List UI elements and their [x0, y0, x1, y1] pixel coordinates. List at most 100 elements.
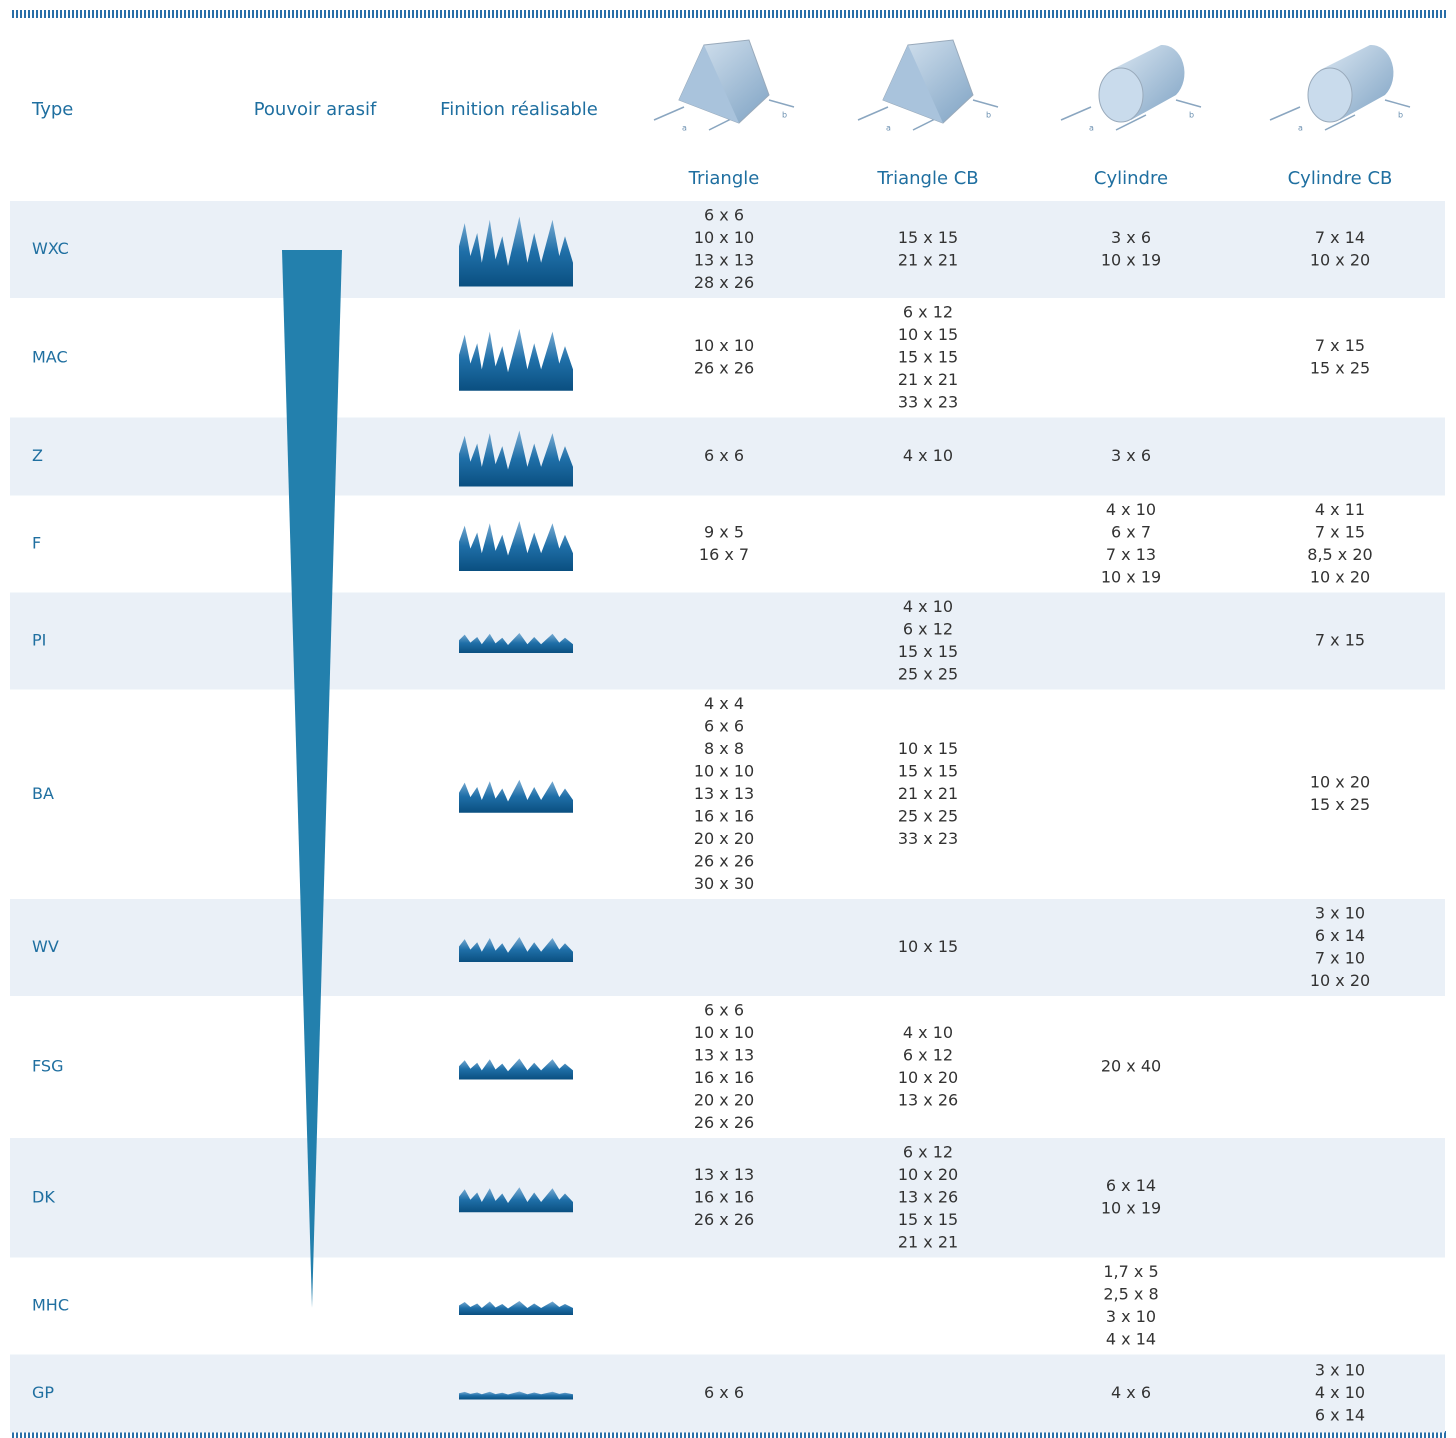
dimension-value: 1,7 x 5 — [1103, 1262, 1158, 1281]
row-type: F — [32, 534, 41, 553]
row-background — [10, 1354, 1445, 1433]
dimension-value: 4 x 10 — [903, 597, 953, 616]
surface-finish — [459, 1301, 573, 1315]
dimension-value: 26 x 26 — [694, 359, 754, 378]
cylinder-face — [1307, 67, 1353, 123]
dimension-value: 10 x 10 — [694, 228, 754, 247]
dim-label: b — [1189, 111, 1194, 120]
dimension-value: 4 x 10 — [903, 1023, 953, 1042]
dimension-value: 20 x 20 — [694, 829, 754, 848]
surface-finish — [459, 521, 573, 571]
dimension-value: 6 x 12 — [903, 1045, 953, 1064]
row-background — [10, 592, 1445, 690]
surface-finish — [459, 328, 573, 391]
dimension-value: 6 x 14 — [1315, 1406, 1365, 1425]
dimension-value: 15 x 25 — [1310, 359, 1370, 378]
shape-icon: ab — [857, 39, 999, 133]
dim-label: b — [986, 111, 991, 120]
dimension-value: 13 x 13 — [694, 1165, 754, 1184]
dimension-value: 16 x 16 — [694, 1068, 754, 1087]
axis-line — [1175, 99, 1202, 108]
dimension-value: 6 x 6 — [704, 1383, 744, 1402]
shape-icon: ab — [1060, 44, 1202, 133]
dimension-value: 13 x 13 — [694, 784, 754, 803]
dimension-value: 7 x 15 — [1315, 522, 1365, 541]
surface-finish — [459, 937, 573, 962]
dimension-value: 6 x 12 — [903, 619, 953, 638]
dim-label: a — [1089, 124, 1094, 133]
header-finition: Finition réalisable — [440, 99, 598, 120]
dimension-value: 10 x 20 — [1310, 971, 1370, 990]
bottom-border — [10, 1431, 1446, 1438]
dimension-value: 10 x 15 — [898, 937, 958, 956]
dimension-value: 4 x 14 — [1106, 1329, 1156, 1348]
dimension-value: 15 x 25 — [1310, 795, 1370, 814]
axis-line — [1324, 114, 1356, 131]
cylinder-face — [1098, 67, 1144, 123]
dimension-value: 3 x 6 — [1111, 446, 1151, 465]
dimension-value: 2,5 x 8 — [1103, 1284, 1158, 1303]
dimension-value: 4 x 11 — [1315, 500, 1365, 519]
abrasive-wedge — [282, 250, 342, 1308]
dimension-value: 15 x 15 — [898, 347, 958, 366]
top-border — [10, 10, 1446, 18]
dimension-value: 8,5 x 20 — [1307, 545, 1372, 564]
prism-face — [679, 45, 739, 123]
dimension-value: 26 x 26 — [694, 1210, 754, 1229]
dimension-value: 10 x 19 — [1101, 1199, 1161, 1218]
row-type: WXC — [32, 239, 69, 258]
axis-line — [1060, 106, 1092, 121]
surface-finish — [459, 1187, 573, 1213]
dimension-value: 20 x 20 — [694, 1090, 754, 1109]
dimension-value: 21 x 21 — [898, 784, 958, 803]
dimension-value: 26 x 26 — [694, 851, 754, 870]
axis-line — [1384, 99, 1411, 108]
dimension-value: 7 x 10 — [1315, 948, 1365, 967]
dimension-value: 6 x 7 — [1111, 522, 1151, 541]
dimension-value: 3 x 10 — [1315, 903, 1365, 922]
dimension-value: 6 x 12 — [903, 302, 953, 321]
row-background — [10, 1138, 1445, 1258]
dimension-value: 6 x 6 — [704, 446, 744, 465]
axis-line — [653, 106, 685, 121]
dimension-value: 15 x 15 — [898, 761, 958, 780]
dimension-value: 33 x 23 — [898, 829, 958, 848]
row-type: DK — [32, 1187, 55, 1206]
row-background — [10, 899, 1445, 996]
dimension-value: 10 x 20 — [898, 1068, 958, 1087]
shape-icon: ab — [1269, 44, 1411, 133]
dimension-value: 6 x 6 — [704, 205, 744, 224]
dimension-value: 8 x 8 — [704, 739, 744, 758]
dimension-value: 6 x 14 — [1106, 1176, 1156, 1195]
dimension-value: 10 x 15 — [898, 739, 958, 758]
dimension-value: 10 x 15 — [898, 325, 958, 344]
shape-icon: ab — [653, 39, 795, 133]
row-type: Z — [32, 446, 43, 465]
dimension-value: 16 x 16 — [694, 1187, 754, 1206]
dimension-value: 4 x 10 — [903, 446, 953, 465]
dimension-value: 10 x 20 — [1310, 773, 1370, 792]
dimension-value: 26 x 26 — [694, 1113, 754, 1132]
dimension-value: 25 x 25 — [898, 806, 958, 825]
dimension-value: 13 x 13 — [694, 250, 754, 269]
dimension-value: 28 x 26 — [694, 273, 754, 292]
row-type: BA — [32, 784, 54, 803]
dimension-value: 13 x 26 — [898, 1090, 958, 1109]
dimension-value: 20 x 40 — [1101, 1057, 1161, 1076]
dimension-value: 13 x 26 — [898, 1187, 958, 1206]
dim-label: b — [1398, 111, 1403, 120]
shape-name: Triangle CB — [876, 168, 978, 189]
dimension-value: 7 x 15 — [1315, 631, 1365, 650]
row-type: GP — [32, 1383, 54, 1402]
dimension-value: 4 x 4 — [704, 694, 744, 713]
axis-line — [1115, 114, 1147, 131]
dimension-value: 21 x 21 — [898, 370, 958, 389]
header-type: Type — [31, 99, 73, 120]
dimension-value: 33 x 23 — [898, 392, 958, 411]
dimension-value: 16 x 16 — [694, 806, 754, 825]
axis-line — [1269, 106, 1301, 121]
dimension-value: 30 x 30 — [694, 874, 754, 893]
dimension-value: 7 x 13 — [1106, 545, 1156, 564]
surface-finish — [459, 779, 573, 813]
dim-label: a — [682, 124, 687, 133]
